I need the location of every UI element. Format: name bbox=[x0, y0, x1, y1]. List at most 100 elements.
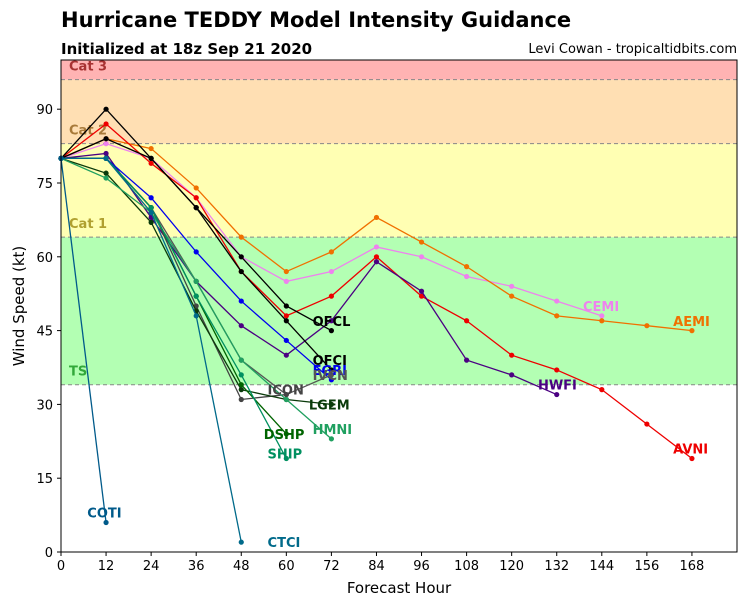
series-point-aemi bbox=[464, 264, 470, 270]
series-point-avni bbox=[509, 352, 515, 358]
series-point-avni bbox=[328, 293, 334, 299]
y-tick-label: 30 bbox=[36, 398, 53, 413]
category-band-labels: TS Cat 1 Cat 2 Cat 3 bbox=[69, 60, 107, 380]
series-point-avni bbox=[283, 313, 289, 319]
series-point-aemi bbox=[689, 328, 695, 334]
series-point-dshp bbox=[283, 431, 289, 437]
series-point-hmni bbox=[238, 357, 244, 363]
series-point-avni bbox=[599, 387, 605, 393]
series-point-ship bbox=[238, 372, 244, 378]
series-label-hwfi: HWFI bbox=[538, 379, 577, 394]
series-label-aemi: AEMI bbox=[673, 315, 710, 330]
series-point-aemi bbox=[509, 293, 515, 299]
series-point-aemi bbox=[418, 239, 425, 245]
series-point-cemi bbox=[464, 273, 470, 280]
series-point-cemi bbox=[328, 268, 334, 275]
series-point-avni bbox=[644, 421, 650, 427]
series-point-coti bbox=[103, 519, 109, 526]
x-tick-label: 144 bbox=[589, 559, 614, 574]
series-point-ofci bbox=[238, 268, 244, 275]
series-point-ctci bbox=[193, 313, 199, 319]
series-point-avni bbox=[148, 160, 154, 166]
y-axis-label: Wind Speed (kt) bbox=[10, 246, 28, 367]
x-tick-label: 72 bbox=[323, 559, 340, 574]
series-label-ctci: CTCI bbox=[268, 536, 301, 551]
series-point-hwfi bbox=[554, 391, 560, 398]
x-tick-label: 48 bbox=[233, 559, 250, 574]
series-point-ship bbox=[283, 455, 289, 462]
model-series bbox=[58, 106, 695, 545]
series-point-cemi bbox=[554, 298, 560, 304]
series-label-cemi: CEMI bbox=[583, 300, 619, 315]
series-point-avni bbox=[373, 254, 380, 260]
series-point-hwfi bbox=[418, 288, 425, 294]
series-label-ivcn: IVCN bbox=[313, 369, 348, 384]
x-tick-label: 168 bbox=[680, 559, 705, 574]
series-point-aemi bbox=[328, 249, 334, 255]
series-point-hmni bbox=[193, 278, 199, 284]
band-label-cat-2: Cat 2 bbox=[69, 124, 107, 139]
x-tick-label: 84 bbox=[368, 559, 385, 574]
series-point-ofcl bbox=[283, 303, 289, 309]
band-label-cat-3: Cat 3 bbox=[69, 60, 107, 75]
series-point-egri bbox=[238, 298, 244, 304]
series-point-hwfi bbox=[328, 318, 334, 324]
series-label-lgem: LGEM bbox=[309, 398, 350, 413]
series-point-ofci bbox=[328, 367, 334, 373]
series-label-ofci: OFCI bbox=[313, 354, 347, 369]
series-point-hwfi bbox=[283, 352, 289, 358]
series-point-egri bbox=[193, 249, 199, 255]
x-tick-label: 120 bbox=[499, 559, 524, 574]
series-point-ctci bbox=[238, 539, 244, 545]
series-point-ship bbox=[148, 205, 154, 211]
y-tick-label: 45 bbox=[36, 325, 53, 340]
series-point-hwfi bbox=[509, 372, 515, 378]
y-tick-label: 90 bbox=[36, 103, 53, 118]
series-point-ofci bbox=[193, 205, 199, 211]
series-point-ofcl bbox=[328, 328, 334, 334]
series-label-avni: AVNI bbox=[673, 443, 708, 458]
series-point-hwfi bbox=[238, 323, 244, 329]
series-point-lgem bbox=[148, 219, 154, 225]
series-point-egri bbox=[148, 195, 154, 201]
x-tick-label: 60 bbox=[278, 559, 295, 574]
y-tick-label: 0 bbox=[45, 546, 53, 561]
band-label-cat-1: Cat 1 bbox=[69, 217, 107, 232]
band-cat-2 bbox=[61, 79, 737, 144]
series-point-cemi bbox=[509, 283, 515, 289]
y-tick-label: 75 bbox=[36, 177, 53, 192]
band-label-ts: TS bbox=[69, 365, 87, 380]
series-point-avni bbox=[554, 367, 560, 373]
series-point-aemi bbox=[148, 145, 154, 152]
series-point-cemi bbox=[599, 313, 605, 319]
chart-title: Hurricane TEDDY Model Intensity Guidance bbox=[61, 8, 572, 32]
band-cat-3 bbox=[61, 60, 737, 80]
series-point-ship bbox=[193, 293, 199, 299]
series-point-egri bbox=[328, 377, 334, 383]
series-point-ofci bbox=[283, 318, 289, 324]
x-tick-label: 96 bbox=[413, 559, 430, 574]
series-point-cemi bbox=[373, 244, 380, 250]
series-point-ivcn bbox=[328, 372, 334, 378]
series-point-hmni bbox=[283, 396, 289, 403]
series-point-aemi bbox=[193, 185, 199, 191]
x-tick-label: 156 bbox=[634, 559, 659, 574]
axis-ticks: 0 12 24 36 48 60 72 84 96 108 120 132 144 156 168 0 15 30… bbox=[36, 103, 704, 574]
series-point-ctci bbox=[148, 209, 154, 216]
chart-subtitle: Initialized at 18z Sep 21 2020 bbox=[61, 40, 313, 58]
series-point-avni bbox=[418, 293, 425, 299]
series-point-aemi bbox=[238, 234, 244, 240]
series-label-ship: SHIP bbox=[268, 448, 303, 463]
series-point-ofci bbox=[103, 136, 109, 142]
series-point-avni bbox=[103, 121, 109, 127]
series-point-cemi bbox=[103, 141, 109, 147]
series-label-dshp: DSHP bbox=[264, 428, 305, 443]
series-line-coti bbox=[60, 158, 107, 523]
chart-credit: Levi Cowan - tropicaltidbits.com bbox=[528, 42, 737, 57]
series-point-avni bbox=[689, 455, 695, 462]
band-cat-1 bbox=[61, 143, 737, 238]
series-point-hwfi bbox=[103, 150, 109, 157]
series-point-egri bbox=[283, 337, 289, 344]
x-axis-label: Forecast Hour bbox=[347, 579, 452, 597]
